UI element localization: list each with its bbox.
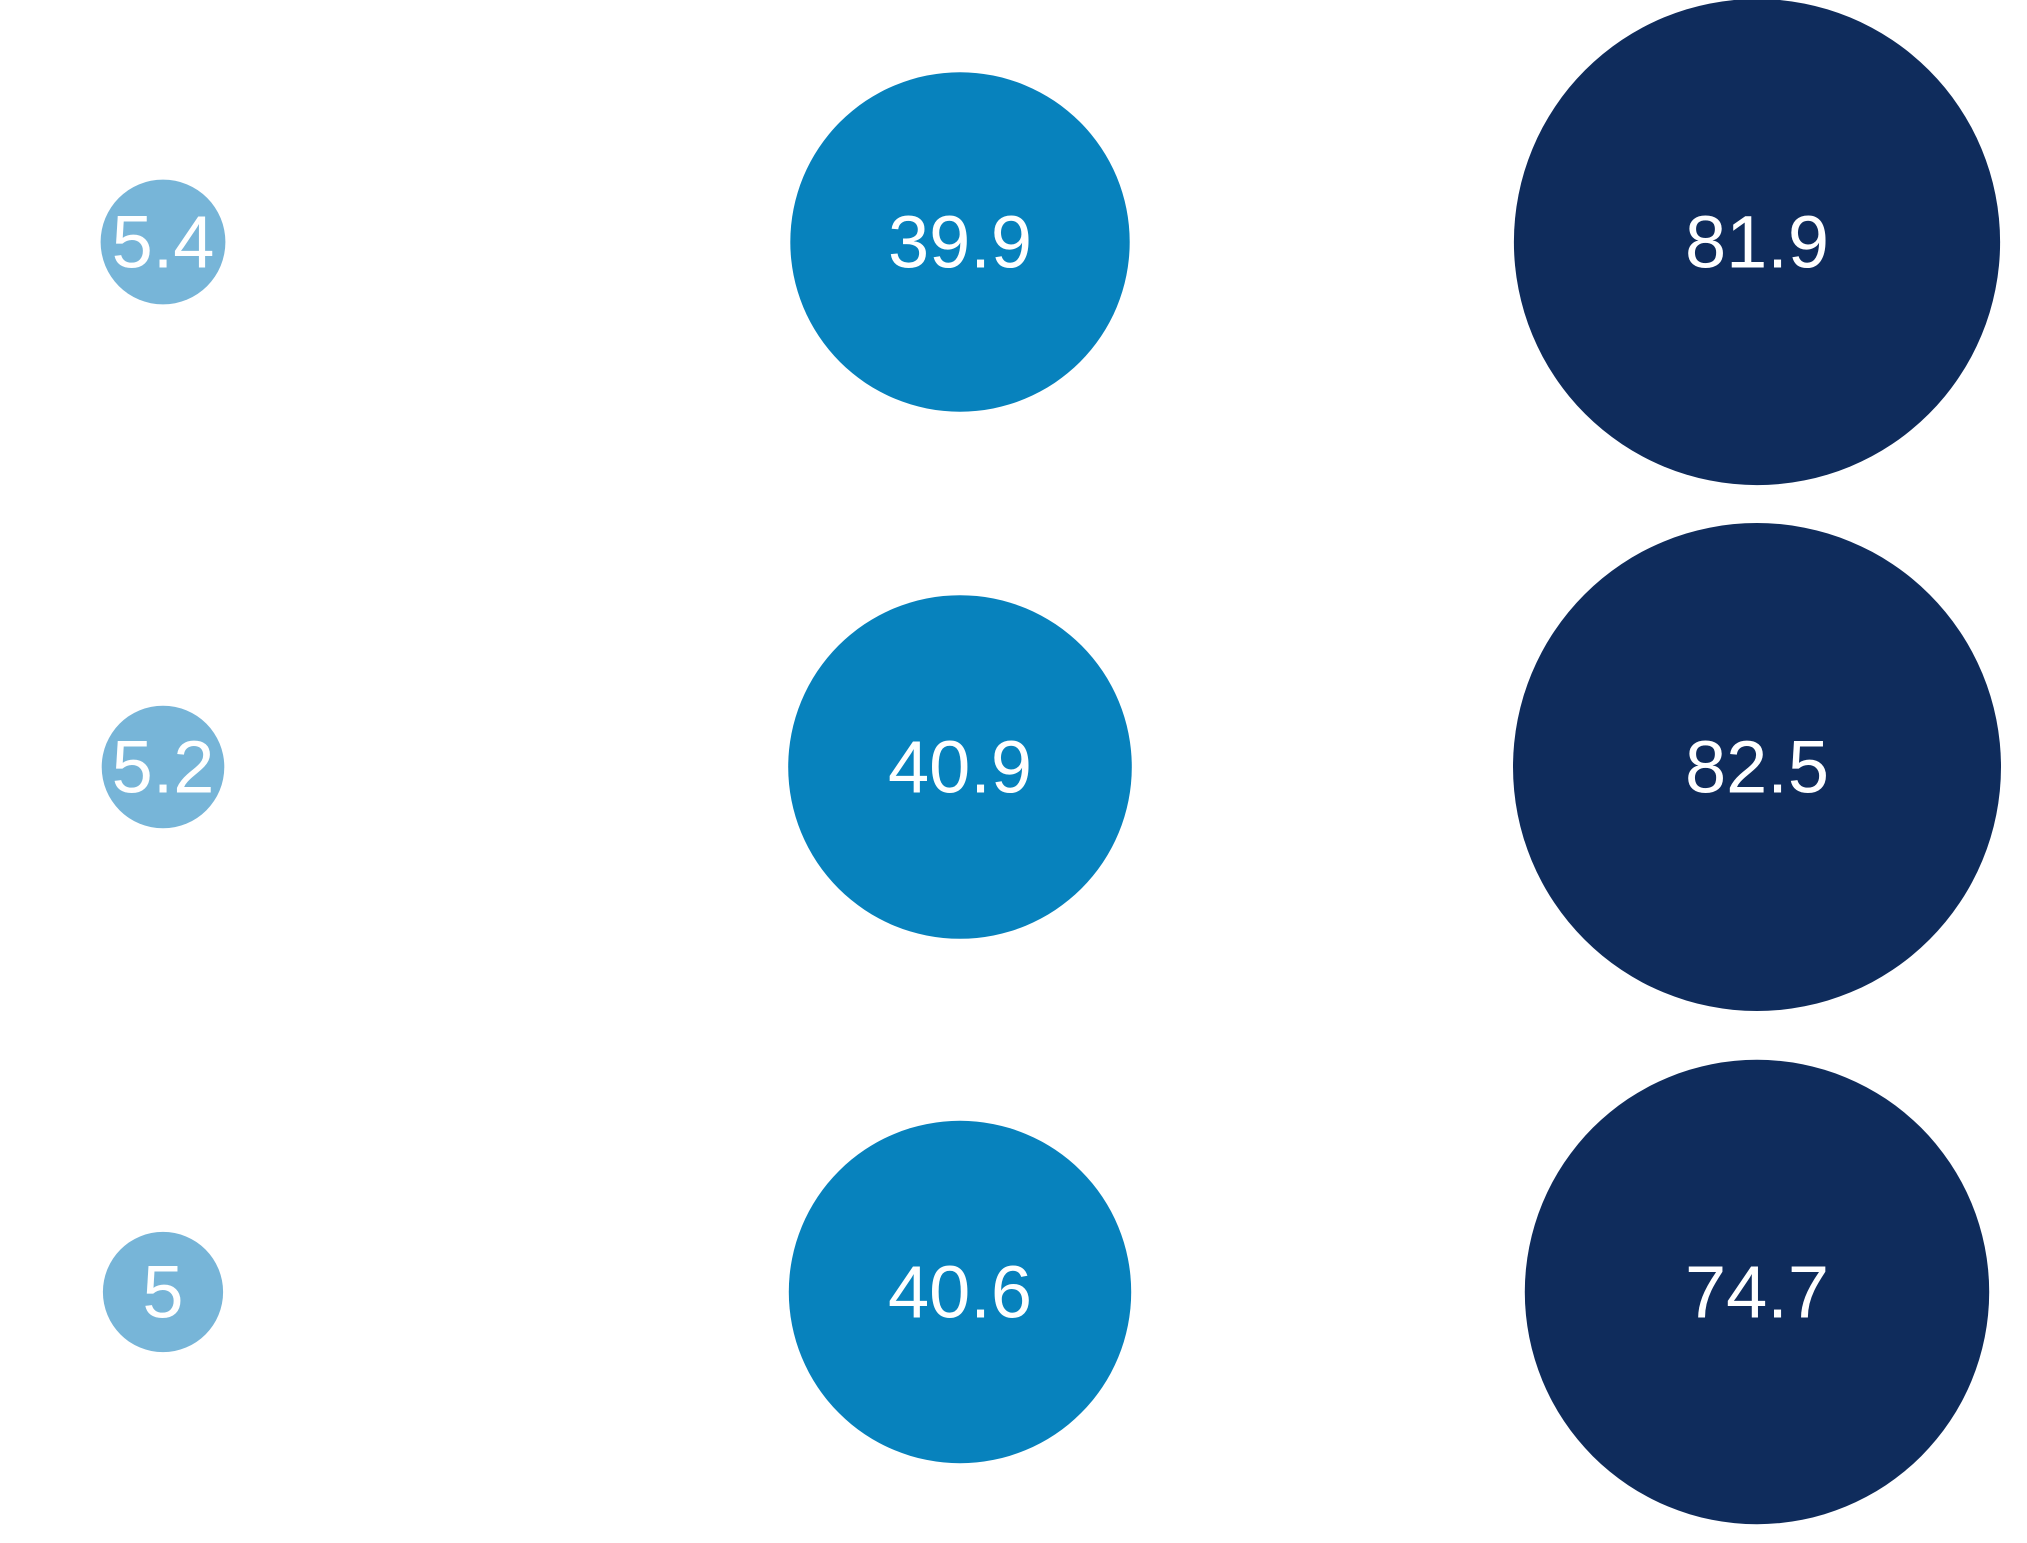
data-label-s0-r1: 5.2 bbox=[112, 726, 215, 809]
data-label-s2-r2: 74.7 bbox=[1685, 1251, 1829, 1334]
bubbles-layer: 5.4 5.2 5 39.9 40.9 40.6 81.9 82.5 74.7 bbox=[100, 0, 2001, 1525]
bubble-s1-r1 bbox=[788, 595, 1132, 939]
data-label-s2-r1: 82.5 bbox=[1685, 726, 1829, 809]
data-label-s1-r0: 39.9 bbox=[888, 201, 1032, 284]
data-label-s1-r1: 40.9 bbox=[888, 726, 1032, 809]
data-label-s0-r0: 5.4 bbox=[112, 201, 215, 284]
bubble-s2-r0 bbox=[1513, 0, 2001, 486]
bubble-s0-r0 bbox=[100, 179, 226, 305]
bubble-s0-r2 bbox=[102, 1231, 224, 1353]
data-label-s0-r2: 5 bbox=[142, 1251, 183, 1334]
bubble-s1-r0 bbox=[790, 72, 1130, 412]
bubble-s2-r1 bbox=[1513, 523, 2001, 1011]
bubble-s1-r2 bbox=[788, 1120, 1132, 1464]
bubble-s2-r2 bbox=[1524, 1059, 1990, 1525]
bubble-s0-r1 bbox=[101, 705, 225, 829]
data-label-s1-r2: 40.6 bbox=[888, 1251, 1032, 1334]
data-label-s2-r0: 81.9 bbox=[1685, 201, 1829, 284]
